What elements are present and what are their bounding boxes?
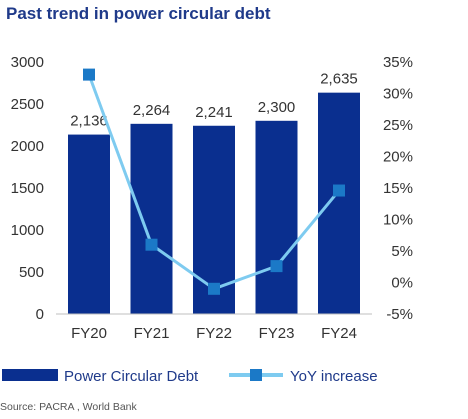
- y-right-tick-label: 10%: [383, 212, 413, 229]
- y-right-tick-label: 5%: [391, 243, 413, 260]
- bar-data-label: 2,264: [133, 102, 171, 119]
- y-right-tick-label: 0%: [391, 275, 413, 292]
- legend-bar-swatch: [2, 369, 58, 381]
- chart-title: Past trend in power circular debt: [6, 4, 271, 23]
- y-left-tick-label: 1000: [11, 222, 44, 239]
- bar: [68, 134, 110, 314]
- y-left-tick-label: 500: [19, 264, 44, 281]
- x-tick-label: FY24: [321, 325, 357, 342]
- legend-line-marker: [250, 369, 262, 381]
- legend-bar-label: Power Circular Debt: [64, 368, 199, 385]
- bar-data-label: 2,136: [70, 113, 108, 130]
- y-right-tick-label: 30%: [383, 86, 413, 103]
- y-right-tick-label: 15%: [383, 180, 413, 197]
- y-left-tick-label: 2000: [11, 138, 44, 155]
- y-right-tick-label: 25%: [383, 117, 413, 134]
- yoy-point: [270, 260, 283, 273]
- x-tick-label: FY22: [196, 325, 232, 342]
- y-right-tick-label: -5%: [386, 306, 413, 323]
- yoy-point: [83, 68, 95, 81]
- bar-data-label: 2,300: [258, 99, 296, 116]
- bar: [255, 120, 298, 314]
- x-tick-label: FY20: [71, 325, 107, 342]
- y-right-tick-label: 35%: [383, 54, 413, 71]
- legend-line-label: YoY increase: [290, 368, 378, 385]
- y-left-tick-label: 2500: [11, 96, 44, 113]
- bar-data-label: 2,241: [195, 104, 233, 121]
- yoy-point: [208, 282, 220, 295]
- bar-data-label: 2,635: [320, 71, 358, 88]
- y-left-tick-label: 1500: [11, 180, 44, 197]
- bar: [318, 92, 360, 314]
- x-tick-label: FY23: [259, 325, 295, 342]
- bar: [130, 123, 173, 314]
- y-right-tick-label: 20%: [383, 149, 413, 166]
- yoy-point: [145, 238, 158, 251]
- source-note: Source: PACRA , World Bank: [0, 401, 137, 413]
- y-left-tick-label: 3000: [11, 54, 44, 71]
- x-tick-label: FY21: [134, 325, 170, 342]
- y-left-tick-label: 0: [36, 306, 44, 323]
- yoy-point: [333, 184, 345, 197]
